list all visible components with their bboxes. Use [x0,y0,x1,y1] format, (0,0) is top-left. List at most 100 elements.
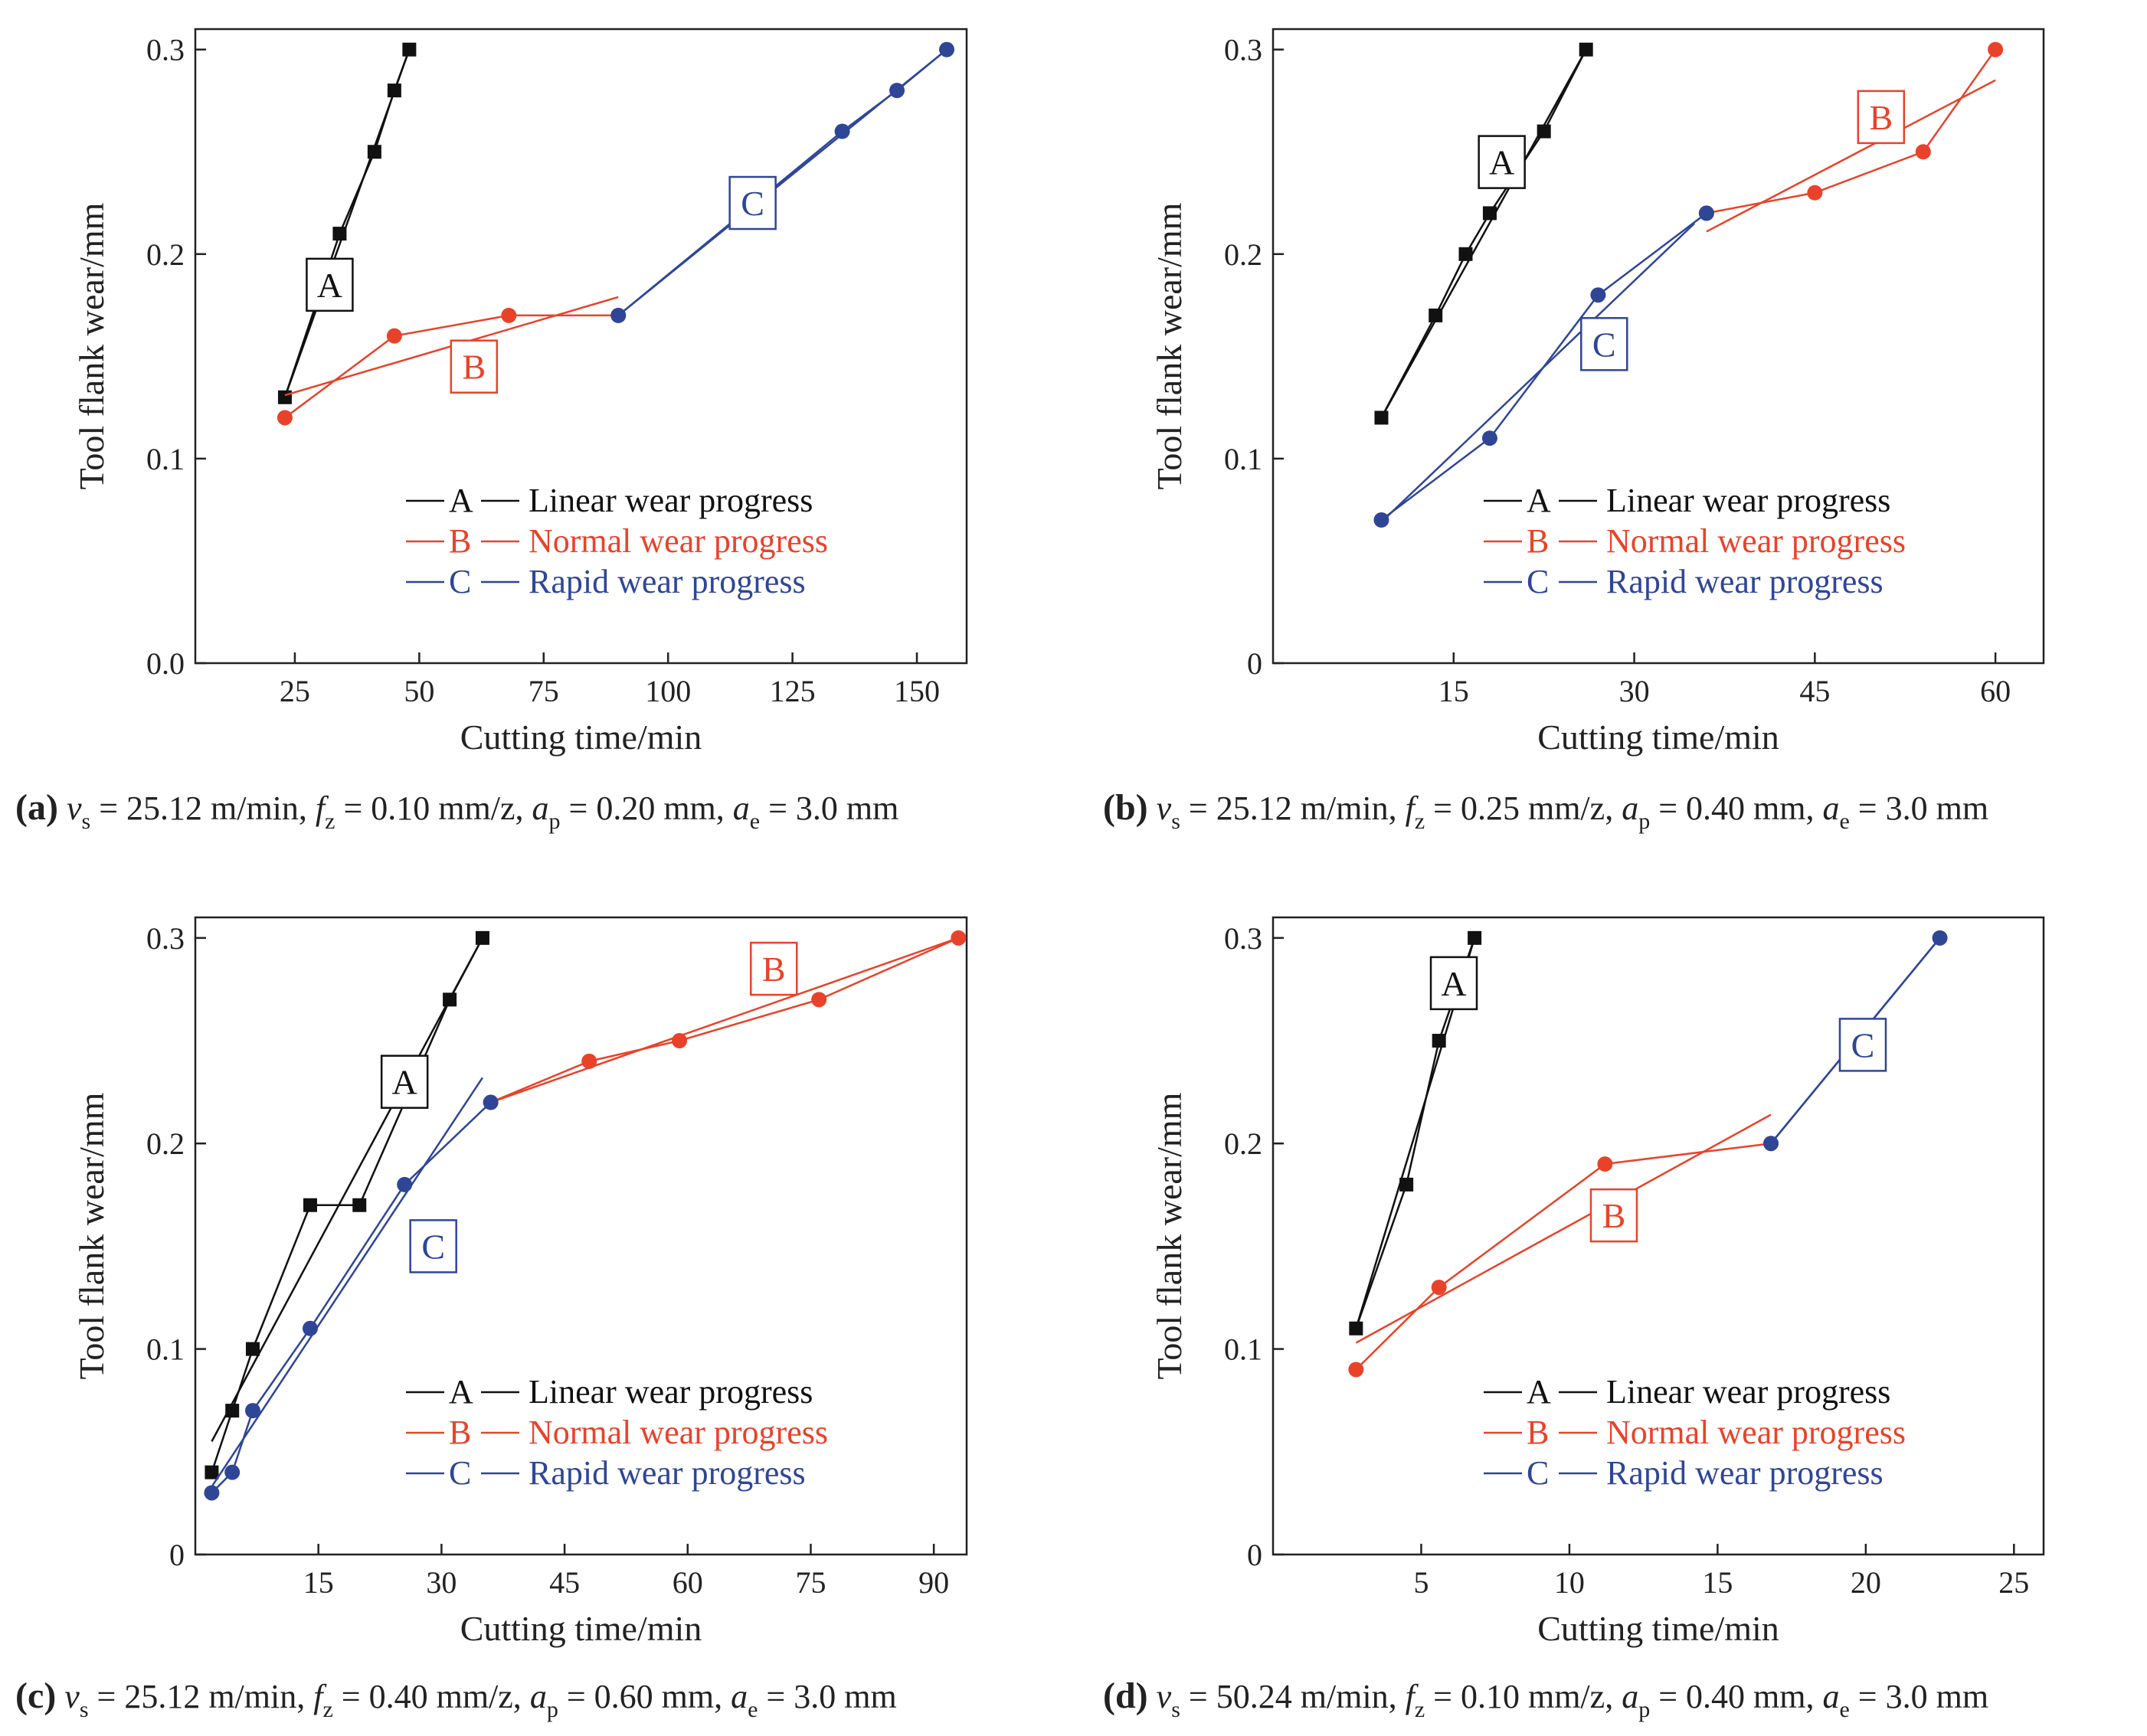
x-tick-label: 60 [1980,674,2011,708]
data-point [1537,124,1551,139]
plot-frame [194,916,968,1556]
callout-label: C [1851,1025,1875,1064]
y-axis-label: Tool flank wear/mm [72,1092,111,1379]
plot-frame [194,28,968,665]
x-tick-label: 25 [1998,1565,2029,1600]
callout-box [1838,1018,1887,1072]
callout-label: B [1602,1196,1626,1235]
data-point [204,1485,220,1501]
legend-letter: C [1527,1454,1549,1492]
chart-panel: 5 10 15 20 25 0 0.1 0.2 0.3 Cutting time/min Tool … [1103,916,2045,1722]
x-axis-label: Cutting time/min [1537,718,1779,757]
data-point [501,307,517,323]
data-point [332,227,347,241]
caption-ap_sym: a [1622,1678,1638,1715]
data-point [225,1404,240,1418]
x-tick-label: 45 [1799,674,1830,708]
y-tick-label: 0.1 [1224,442,1262,476]
data-point [1482,206,1497,221]
data-point [811,992,827,1008]
data-point [1915,144,1931,160]
series-B: B [277,296,627,426]
panel-caption: (b) vs = 25.12 m/min, fz = 0.25 mm/z, ap… [1103,787,1988,834]
series-line [1380,49,1587,419]
caption-ae_val: = 3.0 mm [760,790,898,827]
legend-letter: C [1527,563,1549,600]
panel-caption: (a) vs = 25.12 m/min, fz = 0.10 mm/z, ap… [15,787,898,834]
callout-label: A [1441,964,1466,1003]
data-point [303,1198,317,1212]
series-A: A [277,42,417,404]
caption-vs_sym: v [67,790,82,827]
caption-ap_sym: a [532,790,549,827]
y-tick-label: 0 [169,1538,185,1572]
plot-frame [1272,28,2045,665]
caption-fz_val: = 0.25 mm/z, [1425,790,1622,827]
callout-label: B [462,348,486,387]
callout-box [409,1219,457,1273]
data-point [475,930,489,945]
series-C: C [204,1077,499,1501]
callout-label: A [1489,143,1514,182]
caption-vs_sub: s [80,1697,89,1722]
y-tick-label: 0.1 [1224,1332,1262,1367]
caption-space [1148,790,1157,827]
caption-ae_val: = 3.0 mm [1850,790,1988,827]
fit-line [1380,222,1696,523]
legend-item: B Normal wear progress [1484,522,1906,560]
caption-fz_val: = 0.10 mm/z, [335,790,532,827]
legend-text: Rapid wear progress [529,1454,806,1492]
data-point [1988,41,2004,57]
x-tick-label: 5 [1413,1565,1429,1600]
data-point [1348,1362,1364,1378]
data-point [402,42,417,57]
caption-fz_sub: z [325,809,335,834]
x-tick-label: 15 [303,1565,334,1600]
data-point [834,123,850,139]
data-point [277,410,293,426]
data-point [1429,308,1443,322]
plot-frame [1272,916,2045,1556]
x-tick-label: 20 [1851,1565,1881,1600]
caption-vs_sub: s [1171,1697,1180,1722]
callout-box [1580,317,1628,371]
caption-ae_sub: e [750,809,760,834]
data-point [352,1198,367,1212]
caption-vs_sym: v [1157,790,1172,827]
y-tick-label: 0.3 [146,33,185,67]
caption-vs_sub: s [1171,809,1180,834]
data-point [224,1464,241,1480]
caption-fz_sub: z [1415,809,1425,834]
callout-box [1429,956,1478,1011]
data-point [939,41,955,57]
legend-letter: A [1527,482,1551,519]
data-point [1932,930,1948,946]
legend-item: A Linear wear progress [406,482,813,519]
legend-letter: A [1527,1373,1551,1411]
x-tick-label: 10 [1554,1565,1585,1600]
caption-ae_sym: a [1822,790,1839,827]
legend-item: A Linear wear progress [406,1373,813,1411]
callout-box [1589,1188,1638,1243]
data-point [386,328,402,344]
x-axis-label: Cutting time/min [460,1609,702,1648]
series-line [1355,1142,1772,1371]
callout-box [450,339,499,394]
caption-vs_val: = 25.12 m/min, [89,1678,314,1715]
series-line [1380,212,1707,521]
series-B: B [483,930,967,1110]
legend-item: A Linear wear progress [1484,1373,1890,1411]
data-point [1597,1156,1613,1172]
caption-label: (a) [15,787,58,828]
x-tick-label: 75 [795,1565,826,1600]
caption-ap_sub: p [549,809,561,834]
legend-letter: B [1527,522,1549,560]
caption-ap_sub: p [1638,809,1650,834]
data-point [1432,1034,1446,1048]
y-tick-label: 0.3 [1224,33,1262,67]
caption-label: (c) [15,1676,56,1716]
caption-label: (d) [1103,1676,1148,1716]
x-tick-label: 15 [1702,1565,1733,1600]
data-point [443,992,457,1007]
